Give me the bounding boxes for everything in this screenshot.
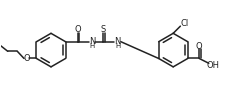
Text: O: O bbox=[74, 25, 81, 34]
Text: H: H bbox=[90, 44, 95, 49]
Text: S: S bbox=[100, 25, 106, 34]
Text: O: O bbox=[23, 54, 30, 63]
Text: N: N bbox=[89, 37, 95, 46]
Text: H: H bbox=[115, 44, 120, 49]
Text: OH: OH bbox=[207, 61, 220, 70]
Text: Cl: Cl bbox=[181, 19, 189, 28]
Text: O: O bbox=[196, 41, 202, 50]
Text: N: N bbox=[114, 37, 121, 46]
